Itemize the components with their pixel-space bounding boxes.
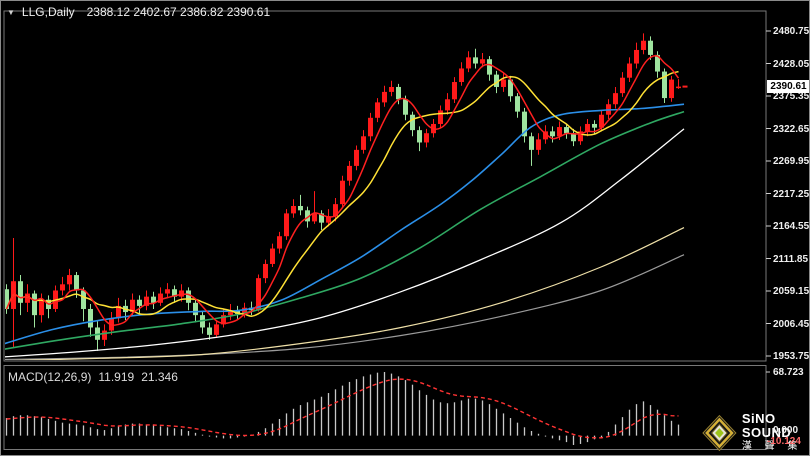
- main-pane[interactable]: [1, 33, 688, 360]
- price-tick-label: 2480.75: [773, 26, 810, 37]
- price-tick-label: 1953.75: [773, 351, 810, 362]
- collapse-chart-icon[interactable]: ▼: [7, 7, 15, 17]
- price-tick-label: 2428.05: [773, 58, 810, 70]
- logo-title: SiNO SOUND: [741, 411, 792, 440]
- macd-indicator-label-row: MACD(12,26,9) 11.919 21.346: [8, 370, 178, 384]
- price-tick-label: 2111.85: [773, 253, 809, 265]
- price-tick-label: 2006.45: [773, 318, 810, 330]
- ma-wheat-line: [9, 227, 685, 360]
- macd-scale-max: 68.723: [773, 367, 804, 378]
- ma-white-line: [5, 128, 685, 358]
- symbol-period-label: LLG,Daily: [21, 5, 75, 19]
- current-price-label: 2390.61: [767, 80, 809, 93]
- macd-pane[interactable]: [5, 372, 680, 445]
- candles-layer: [5, 33, 681, 351]
- price-tick-label: 2322.65: [773, 123, 810, 135]
- chart-title-bar: ▼ LLG,Daily 2388.12 2402.67 2386.82 2390…: [7, 5, 270, 19]
- macd-indicator-label: MACD(12,26,9): [8, 370, 92, 384]
- logo-subtitle: 漢 聲 集 團: [741, 441, 809, 452]
- ma-gray-line: [5, 254, 685, 360]
- sino-sound-logo: SiNO SOUND 漢 聲 集 團: [702, 411, 809, 453]
- ma-green-line: [5, 110, 685, 350]
- macd-histogram: [5, 372, 680, 445]
- price-tick-label: 2375.35: [773, 91, 810, 102]
- price-tick-label: 2164.55: [773, 221, 810, 232]
- macd-main-value: 11.919: [98, 370, 135, 384]
- price-tick-label: 2059.15: [773, 286, 810, 297]
- macd-signal-line: [6, 378, 679, 439]
- ma-red-line: [5, 54, 680, 327]
- price-tick-label: 2269.95: [773, 156, 810, 167]
- logo-diamond-icon: [702, 414, 737, 451]
- price-tick-label: 2217.25: [773, 188, 810, 200]
- macd-scale-zero: 0.000: [773, 425, 799, 436]
- macd-signal-value: 21.346: [141, 370, 178, 384]
- ohlc-values: 2388.12 2402.67 2386.82 2390.61: [86, 5, 271, 19]
- macd-scale-min: -10.124: [767, 436, 801, 447]
- ma-yellow-line: [5, 70, 679, 317]
